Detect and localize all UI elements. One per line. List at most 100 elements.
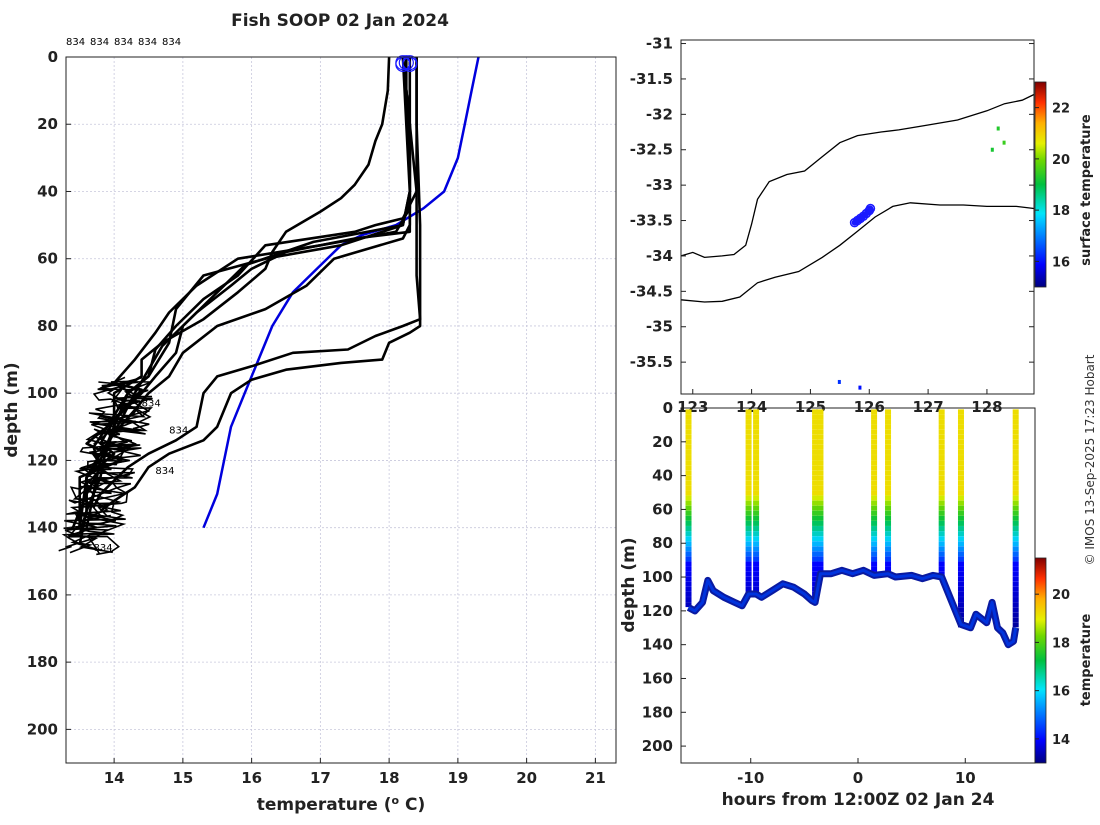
cast-sample — [817, 526, 824, 532]
cast-sample — [957, 541, 964, 547]
cast-sample — [817, 500, 824, 506]
cast-sample — [812, 566, 819, 572]
cast-sample — [938, 455, 945, 461]
cb1-tick-label: 22 — [1052, 102, 1070, 117]
cast-sample — [1012, 449, 1019, 455]
cast-sample — [812, 520, 819, 526]
profile-line — [85, 56, 391, 511]
cast-sample — [812, 429, 819, 435]
cast-sample — [753, 546, 760, 552]
cast-sample — [1012, 551, 1019, 557]
x-axis-label-section: hours from 12:00Z 02 Jan 24 — [722, 790, 995, 810]
cast-sample — [957, 510, 964, 516]
cb1-tick-label: 16 — [1052, 255, 1070, 270]
y-tick-label: 60 — [37, 250, 58, 268]
cast-sample — [957, 531, 964, 537]
cast-sample — [817, 470, 824, 476]
cast-sample — [812, 541, 819, 547]
cast-sample — [1012, 460, 1019, 466]
cast-sample — [1012, 576, 1019, 582]
cast-sample — [957, 439, 964, 445]
cast-sample — [957, 449, 964, 455]
cast-sample — [957, 460, 964, 466]
cast-sample — [812, 510, 819, 516]
cb2-tick-label: 16 — [1052, 685, 1070, 700]
cast-sample — [817, 480, 824, 486]
cast-sample — [685, 480, 692, 486]
cast-sample — [745, 475, 752, 481]
cast-sample — [812, 576, 819, 582]
cast-sample — [753, 465, 760, 471]
cast-sample — [812, 500, 819, 506]
cast-sample — [812, 526, 819, 532]
map-x-tick-label: 124 — [736, 398, 767, 416]
cast-sample — [745, 495, 752, 501]
cast-sample — [685, 465, 692, 471]
cast-sample — [812, 409, 819, 415]
cast-sample — [1012, 571, 1019, 577]
cast-sample — [957, 556, 964, 562]
cast-sample — [1012, 495, 1019, 501]
cast-sample — [938, 541, 945, 547]
cast-sample — [812, 556, 819, 562]
cast-sample — [753, 475, 760, 481]
cast-sample — [871, 414, 878, 420]
cast-sample — [745, 500, 752, 506]
cast-sample — [871, 566, 878, 572]
cast-sample — [745, 576, 752, 582]
cast-sample — [957, 602, 964, 608]
cast-sample — [745, 439, 752, 445]
cast-sample — [871, 551, 878, 557]
cast-sample — [1012, 490, 1019, 496]
cast-sample — [685, 475, 692, 481]
cast-sample — [745, 531, 752, 537]
cast-sample — [885, 490, 892, 496]
cast-sample — [871, 495, 878, 501]
cast-sample — [685, 581, 692, 587]
cast-sample — [685, 505, 692, 511]
cast-sample — [885, 536, 892, 542]
bottom-trace-highlight — [687, 568, 1018, 647]
cast-sample — [685, 424, 692, 430]
cast-sample — [685, 434, 692, 440]
cast-sample — [685, 500, 692, 506]
cast-sample — [753, 414, 760, 420]
map-y-tick-label: -35 — [646, 318, 673, 336]
sect-y-tick-label: 40 — [652, 467, 673, 485]
cast-sample — [753, 500, 760, 506]
cast-sample — [812, 551, 819, 557]
cast-sample — [685, 439, 692, 445]
cast-sample — [957, 571, 964, 577]
profile-line — [71, 57, 418, 529]
cast-sample — [745, 470, 752, 476]
coastline-inner — [680, 93, 1035, 259]
x-tick-label: 15 — [172, 769, 193, 787]
cast-sample — [812, 419, 819, 425]
cast-sample — [885, 409, 892, 415]
cast-sample — [1012, 409, 1019, 415]
sect-x-tick-label: -10 — [737, 769, 764, 787]
cast-sample — [685, 414, 692, 420]
profile-depth-label: 834 — [155, 466, 174, 477]
cast-sample — [753, 510, 760, 516]
cast-sample — [753, 490, 760, 496]
cast-sample — [685, 510, 692, 516]
cast-sample — [938, 495, 945, 501]
cast-sample — [685, 546, 692, 552]
cast-sample — [817, 485, 824, 491]
cast-sample — [871, 470, 878, 476]
temperature-profile-plot: 834 834 834 834 14 15 16 17 18 19 20 21 0 20 40 60 80 1… — [27, 48, 617, 787]
cast-sample — [885, 465, 892, 471]
cast-sample — [885, 439, 892, 445]
cast-sample — [817, 505, 824, 511]
cast-sample — [1012, 485, 1019, 491]
cast-sample — [957, 470, 964, 476]
climatology-line — [202, 56, 480, 529]
x-axis-label-left: temperature (o C) — [257, 794, 426, 816]
cast-sample — [938, 480, 945, 486]
sect-y-tick-label: 160 — [642, 669, 673, 687]
cast-sample — [753, 485, 760, 491]
cast-sample — [871, 546, 878, 552]
